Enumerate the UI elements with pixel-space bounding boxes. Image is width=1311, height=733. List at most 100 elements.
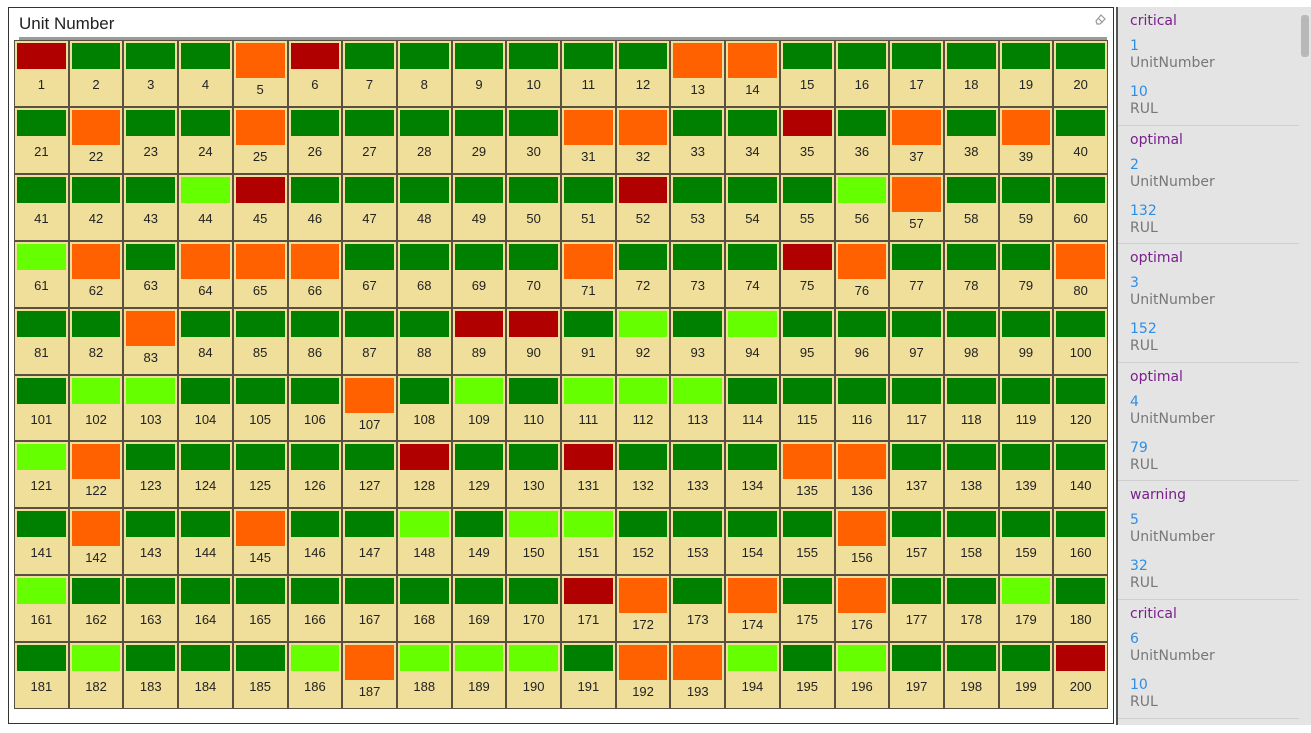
unit-tile[interactable]: 137 [890,442,943,508]
unit-tile[interactable]: 36 [835,107,889,173]
unit-tile[interactable]: 114 [726,375,779,441]
unit-tile[interactable]: 109 [452,375,506,441]
unit-tile[interactable]: 141 [15,509,68,575]
unit-tile[interactable]: 8 [397,41,451,106]
unit-tile[interactable]: 55 [780,174,834,240]
unit-detail-item[interactable]: critical 1 UnitNumber 10 RUL [1118,7,1299,126]
unit-tile[interactable]: 123 [124,442,178,508]
unit-tile[interactable]: 61 [15,241,68,307]
unit-tile[interactable]: 71 [562,241,615,307]
unit-tile[interactable]: 104 [179,375,232,441]
unit-tile[interactable]: 54 [726,174,779,240]
unit-tile[interactable]: 147 [343,509,396,575]
unit-tile[interactable]: 172 [616,576,670,642]
unit-tile[interactable]: 163 [124,576,178,642]
unit-tile[interactable]: 6 [288,41,342,106]
unit-tile[interactable]: 153 [671,509,725,575]
unit-tile[interactable]: 165 [233,576,287,642]
unit-tile[interactable]: 170 [507,576,560,642]
unit-tile[interactable]: 19 [999,41,1053,106]
unit-tile[interactable]: 81 [15,308,68,374]
unit-tile[interactable]: 83 [124,308,178,374]
unit-tile[interactable]: 43 [124,174,178,240]
unit-tile[interactable]: 94 [726,308,779,374]
unit-tile[interactable]: 49 [452,174,506,240]
unit-tile[interactable]: 93 [671,308,725,374]
unit-tile[interactable]: 95 [780,308,834,374]
unit-tile[interactable]: 128 [397,442,451,508]
unit-tile[interactable]: 98 [944,308,998,374]
unit-tile[interactable]: 2 [69,41,123,106]
unit-tile[interactable]: 84 [179,308,232,374]
unit-tile[interactable]: 146 [288,509,342,575]
unit-tile[interactable]: 92 [616,308,670,374]
unit-tile[interactable]: 196 [835,643,889,708]
unit-tile[interactable]: 97 [890,308,943,374]
unit-tile[interactable]: 30 [507,107,560,173]
unit-tile[interactable]: 44 [179,174,232,240]
unit-tile[interactable]: 121 [15,442,68,508]
unit-tile[interactable]: 154 [726,509,779,575]
unit-tile[interactable]: 33 [671,107,725,173]
unit-tile[interactable]: 77 [890,241,943,307]
unit-tile[interactable]: 107 [343,375,396,441]
unit-tile[interactable]: 45 [233,174,287,240]
unit-tile[interactable]: 199 [999,643,1053,708]
unit-tile[interactable]: 164 [179,576,232,642]
unit-tile[interactable]: 176 [835,576,889,642]
unit-tile[interactable]: 75 [780,241,834,307]
unit-tile[interactable]: 74 [726,241,779,307]
unit-tile[interactable]: 96 [835,308,889,374]
unit-tile[interactable]: 102 [69,375,123,441]
unit-tile[interactable]: 185 [233,643,287,708]
unit-tile[interactable]: 159 [999,509,1053,575]
unit-tile[interactable]: 21 [15,107,68,173]
unit-tile[interactable]: 187 [343,643,396,708]
unit-tile[interactable]: 134 [726,442,779,508]
unit-tile[interactable]: 171 [562,576,615,642]
unit-tile[interactable]: 70 [507,241,560,307]
unit-tile[interactable]: 124 [179,442,232,508]
unit-tile[interactable]: 192 [616,643,670,708]
unit-tile[interactable]: 130 [507,442,560,508]
unit-tile[interactable]: 110 [507,375,560,441]
unit-tile[interactable]: 122 [69,442,123,508]
unit-tile[interactable]: 25 [233,107,287,173]
unit-tile[interactable]: 186 [288,643,342,708]
unit-tile[interactable]: 73 [671,241,725,307]
unit-tile[interactable]: 177 [890,576,943,642]
unit-tile[interactable]: 149 [452,509,506,575]
unit-tile[interactable]: 179 [999,576,1053,642]
unit-tile[interactable]: 145 [233,509,287,575]
unit-tile[interactable]: 82 [69,308,123,374]
unit-tile[interactable]: 60 [1054,174,1107,240]
unit-tile[interactable]: 135 [780,442,834,508]
unit-tile[interactable]: 37 [890,107,943,173]
unit-tile[interactable]: 191 [562,643,615,708]
unit-tile[interactable]: 133 [671,442,725,508]
unit-tile[interactable]: 127 [343,442,396,508]
unit-tile[interactable]: 3 [124,41,178,106]
unit-tile[interactable]: 100 [1054,308,1107,374]
unit-tile[interactable]: 68 [397,241,451,307]
unit-tile[interactable]: 157 [890,509,943,575]
unit-tile[interactable]: 23 [124,107,178,173]
scrollbar-thumb[interactable] [1301,15,1309,57]
unit-tile[interactable]: 178 [944,576,998,642]
unit-tile[interactable]: 40 [1054,107,1107,173]
unit-tile[interactable]: 155 [780,509,834,575]
unit-tile[interactable]: 86 [288,308,342,374]
unit-tile[interactable]: 14 [726,41,779,106]
unit-tile[interactable]: 168 [397,576,451,642]
unit-tile[interactable]: 184 [179,643,232,708]
unit-tile[interactable]: 143 [124,509,178,575]
unit-tile[interactable]: 136 [835,442,889,508]
unit-tile[interactable]: 7 [343,41,396,106]
unit-tile[interactable]: 138 [944,442,998,508]
unit-tile[interactable]: 112 [616,375,670,441]
unit-tile[interactable]: 18 [944,41,998,106]
unit-tile[interactable]: 24 [179,107,232,173]
unit-tile[interactable]: 59 [999,174,1053,240]
unit-tile[interactable]: 27 [343,107,396,173]
unit-tile[interactable]: 64 [179,241,232,307]
